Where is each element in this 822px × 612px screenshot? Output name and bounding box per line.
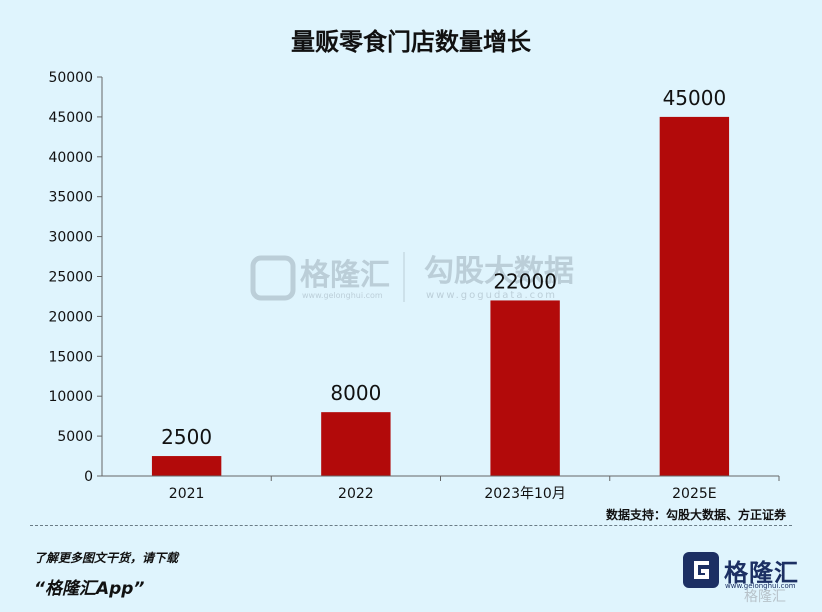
x-tick-label: 2023年10月	[484, 486, 565, 502]
y-tick-label: 50000	[48, 70, 93, 86]
y-tick-label: 45000	[48, 110, 93, 126]
footer-logo-url: www.gelonghui.com	[725, 582, 796, 590]
watermark-logo-icon	[250, 255, 296, 301]
footer-logo-icon	[683, 552, 719, 588]
corner-logo: 格隆汇	[744, 589, 786, 605]
bar-value-label: 45000	[663, 86, 727, 110]
y-tick-label: 35000	[48, 190, 93, 206]
y-tick-label: 15000	[48, 349, 93, 365]
x-tick-label: 2022	[338, 486, 374, 502]
bar-value-label: 2500	[161, 425, 212, 449]
y-tick-label: 5000	[57, 429, 93, 445]
y-tick-label: 10000	[48, 389, 93, 405]
bar	[659, 116, 730, 477]
y-tick-label: 0	[84, 469, 93, 485]
source-label: 数据支持：勾股大数据、方正证券	[606, 507, 787, 522]
y-tick-label: 40000	[48, 150, 93, 166]
bar-value-label: 8000	[330, 381, 381, 405]
bars: 2500 8000 22000 45000	[151, 86, 730, 477]
footer-line-1: 了解更多图文干货，请下载	[34, 551, 179, 565]
watermark: 格隆汇 www.gelonghui.com 勾股大数据 www.gogudata…	[250, 252, 574, 302]
x-tick-label: 2025E	[672, 486, 716, 502]
y-tick-label: 25000	[48, 270, 93, 286]
y-tick-label: 30000	[48, 230, 93, 246]
watermark-partner-url: www.gogudata.com	[426, 290, 557, 301]
chart-title: 量贩零食门店数量增长	[291, 28, 532, 56]
footer-line-2: “格隆汇App”	[34, 579, 145, 599]
y-axis: 0 5000 10000 15000 20000 25000 30000 35000 40000…	[48, 70, 103, 485]
x-tick-label: 2021	[169, 486, 205, 502]
footer-divider	[30, 525, 792, 526]
bar	[321, 412, 391, 476]
watermark-brand-url: www.gelonghui.com	[302, 291, 383, 300]
watermark-partner: 勾股大数据	[424, 254, 574, 289]
watermark-brand: 格隆汇	[300, 258, 390, 293]
footer-logo-name: 格隆汇	[724, 559, 799, 587]
bar-value-label: 22000	[493, 269, 557, 293]
y-tick-label: 20000	[48, 309, 93, 325]
x-axis: 2021 2022 2023年10月 2025E	[102, 475, 780, 502]
bar	[151, 456, 222, 476]
bar	[490, 300, 560, 476]
